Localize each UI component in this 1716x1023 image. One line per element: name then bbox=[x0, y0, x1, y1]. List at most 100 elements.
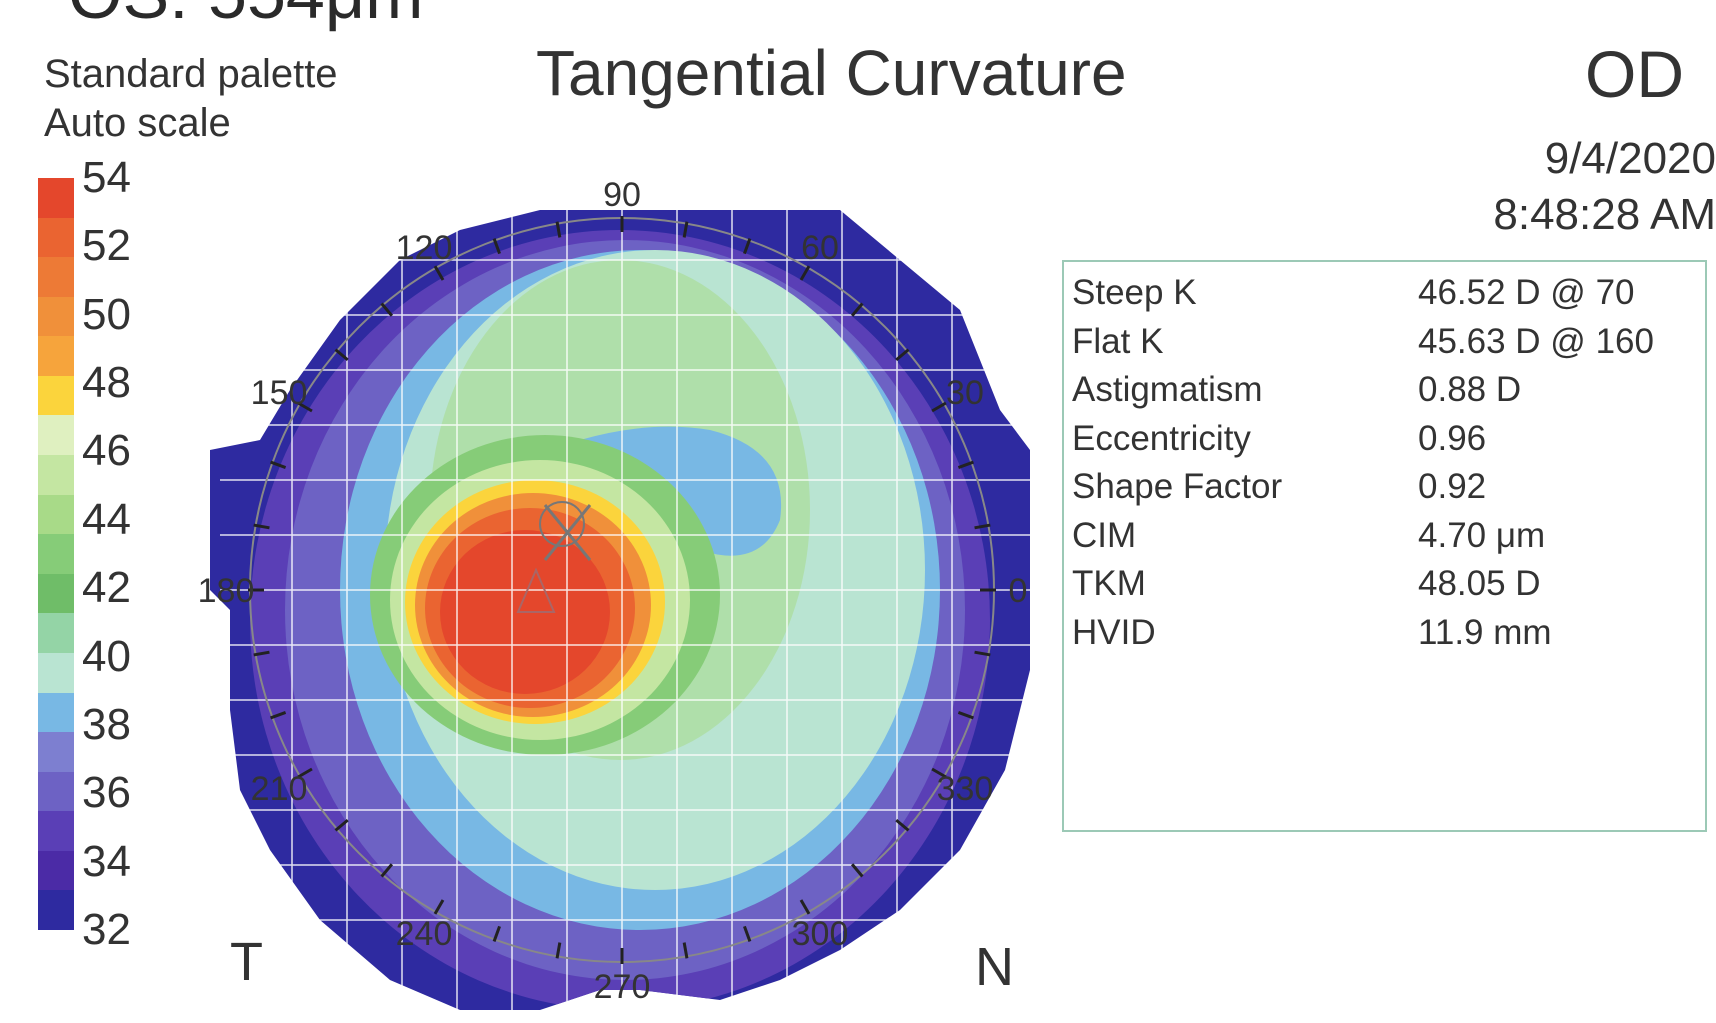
legend-swatch bbox=[38, 890, 74, 931]
axis-tick bbox=[253, 523, 270, 530]
axis-tick bbox=[253, 650, 270, 657]
axis-label: 270 bbox=[594, 968, 651, 1006]
axis-tick bbox=[799, 265, 811, 281]
legend-swatch bbox=[38, 732, 74, 773]
metric-name: Shape Factor bbox=[1072, 467, 1283, 506]
axis-tick bbox=[974, 650, 991, 657]
legend-swatch bbox=[38, 336, 74, 377]
exam-date: 9/4/2020 bbox=[1544, 134, 1716, 183]
exam-time: 8:48:28 AM bbox=[1493, 190, 1716, 239]
metrics-panel: Steep K 46.52 D @ 70 Flat K 45.63 D @ 160 As… bbox=[1062, 260, 1707, 832]
legend-label: 48 bbox=[82, 358, 131, 408]
legend-swatch bbox=[38, 692, 74, 733]
axis-label: 300 bbox=[792, 915, 849, 953]
axis-tick bbox=[380, 302, 394, 317]
metric-value: 0.96 bbox=[1418, 418, 1487, 458]
eye-label: OD bbox=[1585, 37, 1684, 111]
axis-tick bbox=[555, 942, 562, 959]
axis-tick bbox=[743, 925, 752, 942]
axis-tick bbox=[957, 711, 974, 720]
axis-tick bbox=[297, 401, 313, 413]
metric-name: TKM bbox=[1072, 564, 1146, 603]
legend-swatch bbox=[38, 415, 74, 456]
legend-swatch bbox=[38, 178, 74, 219]
axis-label: 0 bbox=[1009, 572, 1028, 610]
axis-labels: 0 30 60 90 120 150 180 210 240 270 300 330 T N bbox=[200, 176, 1027, 1006]
axis-tick bbox=[297, 767, 313, 779]
axis-label: 120 bbox=[396, 229, 453, 267]
legend-swatch bbox=[38, 534, 74, 575]
metric-value: 4.70 μm bbox=[1418, 515, 1546, 555]
legend-swatch bbox=[38, 296, 74, 337]
axis-tick bbox=[799, 899, 811, 915]
axis-tick bbox=[931, 767, 947, 779]
metric-name: HVID bbox=[1072, 612, 1156, 652]
axis-tick bbox=[957, 460, 974, 469]
axis-label: 90 bbox=[603, 176, 641, 214]
axis-label: 210 bbox=[251, 770, 308, 808]
nasal-side-label: N bbox=[975, 937, 1014, 997]
axis-tick bbox=[555, 221, 562, 238]
axis-tick bbox=[492, 925, 501, 942]
legend-swatch bbox=[38, 811, 74, 852]
legend-label: 36 bbox=[82, 768, 131, 818]
axis-tick bbox=[682, 221, 689, 238]
axis-tick bbox=[492, 238, 501, 255]
axis-tick bbox=[974, 523, 991, 530]
temporal-side-label: T bbox=[230, 932, 263, 992]
legend-swatch bbox=[38, 613, 74, 654]
legend-label: 46 bbox=[82, 426, 131, 476]
pupil-center-circle bbox=[539, 501, 585, 547]
legend-label: 42 bbox=[82, 563, 131, 613]
thinnest-point-triangle bbox=[516, 567, 556, 613]
legend-swatch bbox=[38, 771, 74, 812]
axis-tick bbox=[334, 818, 349, 832]
metric-value: 45.63 D @ 160 bbox=[1418, 321, 1654, 361]
axis-label: 30 bbox=[946, 374, 984, 412]
legend-swatch bbox=[38, 850, 74, 891]
legend-swatch bbox=[38, 455, 74, 496]
legend-label: 52 bbox=[82, 221, 131, 271]
axis-tick bbox=[743, 238, 752, 255]
axis-tick bbox=[334, 348, 349, 362]
legend-swatch bbox=[38, 257, 74, 298]
legend-swatch bbox=[38, 217, 74, 258]
metric-value: 46.52 D @ 70 bbox=[1418, 273, 1635, 312]
axis-tick bbox=[850, 302, 864, 317]
metric-value: 48.05 D bbox=[1418, 564, 1541, 603]
axis-tick bbox=[850, 863, 864, 878]
legend-swatch bbox=[38, 494, 74, 535]
axis-tick bbox=[433, 265, 445, 281]
axis-tick bbox=[682, 942, 689, 959]
axis-label: 60 bbox=[801, 229, 839, 267]
axis-label: 330 bbox=[937, 770, 994, 808]
top-caption: OS: 554μm bbox=[68, 0, 423, 34]
metric-name: CIM bbox=[1072, 515, 1137, 555]
metric-name: Astigmatism bbox=[1072, 370, 1263, 409]
axis-tick bbox=[895, 348, 910, 362]
axis-ticks bbox=[248, 216, 996, 964]
metric-value: 0.92 bbox=[1418, 467, 1487, 506]
axis-tick bbox=[380, 863, 394, 878]
axis-tick bbox=[433, 899, 445, 915]
legend-label: 50 bbox=[82, 289, 131, 339]
legend-label: 32 bbox=[82, 905, 131, 954]
metric-name: Steep K bbox=[1072, 273, 1197, 312]
legend-label: 34 bbox=[82, 836, 131, 886]
axis-tick bbox=[270, 460, 287, 469]
legend-label: 54 bbox=[82, 153, 131, 202]
axis-tick bbox=[931, 401, 947, 413]
metric-name: Flat K bbox=[1072, 321, 1164, 361]
curvature-map: 0 30 60 90 120 150 180 210 240 270 300 330 T N bbox=[200, 176, 1030, 1010]
legend-label: 44 bbox=[82, 494, 131, 544]
legend-swatch bbox=[38, 652, 74, 694]
metric-value: 0.88 D bbox=[1418, 370, 1522, 409]
legend-swatch bbox=[38, 573, 74, 614]
metric-name: Eccentricity bbox=[1072, 418, 1251, 458]
legend-swatch bbox=[38, 375, 74, 416]
axis-tick bbox=[895, 818, 910, 832]
axis-tick bbox=[270, 711, 287, 720]
axis-label: 240 bbox=[396, 915, 453, 953]
metric-value: 11.9 mm bbox=[1418, 612, 1552, 652]
legend-label: 38 bbox=[82, 699, 131, 749]
